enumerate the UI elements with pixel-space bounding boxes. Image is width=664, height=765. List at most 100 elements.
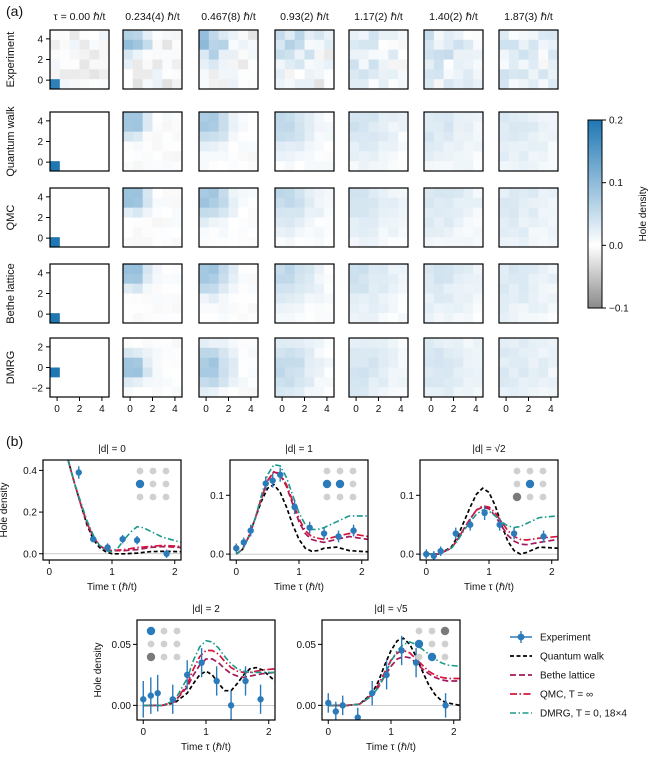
heatmap-frame — [348, 111, 409, 172]
heatmap-cell — [132, 347, 143, 358]
heatmap-cell — [142, 303, 153, 314]
heatmap-cell — [443, 161, 454, 172]
heatmap-cell — [518, 207, 529, 218]
heatmap-cell — [218, 112, 229, 123]
heatmap-cell — [50, 367, 61, 378]
heatmap-cell — [248, 112, 259, 123]
lattice-site — [146, 626, 156, 636]
heatmap-cell — [508, 161, 519, 172]
heatmap-cell — [132, 121, 143, 132]
heatmap-cell — [50, 357, 61, 368]
heatmap-cell — [453, 131, 464, 142]
heatmap-cell — [208, 207, 219, 218]
heatmap-cell — [69, 112, 80, 123]
heatmap-cell — [324, 227, 335, 238]
heatmap-cell — [518, 293, 529, 304]
heatmap-cell — [69, 217, 80, 228]
heatmap-cell — [528, 112, 539, 123]
series-qw — [426, 487, 558, 556]
heatmap-cell — [69, 39, 80, 50]
heatmap-cell — [172, 197, 183, 208]
heatmap-cell — [548, 387, 559, 398]
heatmap-cell — [162, 151, 173, 162]
heatmap-cell — [314, 121, 325, 132]
heatmap-cell — [304, 367, 315, 378]
heatmap-cell — [69, 367, 80, 378]
heatmap-cell — [518, 273, 529, 284]
heatmap-cell — [368, 303, 379, 314]
heatmap-cell — [294, 273, 305, 284]
heatmap-cell — [528, 30, 539, 41]
heatmap-cell — [388, 39, 399, 50]
heatmap-cell — [142, 387, 153, 398]
heatmap-cell — [228, 264, 239, 275]
heatmap-cell — [528, 39, 539, 50]
heatmap-cell — [314, 112, 325, 123]
heatmap-cell — [172, 30, 183, 41]
heatmap-frame — [498, 111, 559, 172]
heatmap-cell — [238, 141, 249, 152]
heatmap-cell — [99, 188, 110, 199]
heatmap-cell — [398, 387, 409, 398]
heatmap-cell — [499, 112, 510, 123]
heatmap-cell — [162, 273, 173, 284]
heatmap-cell — [433, 303, 444, 314]
heatmap-cell — [152, 188, 163, 199]
heatmap-bethe-lattice-t1 — [122, 263, 183, 324]
heatmap-cell — [248, 49, 259, 60]
heatmap-cell — [284, 151, 295, 162]
heatmap-dmrg-t3 — [274, 337, 335, 398]
heatmap-cell — [123, 39, 134, 50]
heatmap-cell — [443, 188, 454, 199]
heatmap-cell — [294, 161, 305, 172]
heatmap-cell — [238, 121, 249, 132]
heatmap-cell — [538, 387, 549, 398]
heatmap-cell — [123, 121, 134, 132]
heatmap-cell — [528, 59, 539, 70]
heatmap-frame — [122, 111, 183, 172]
legend-label: Bethe lattice — [540, 671, 595, 682]
heatmap-cell — [349, 217, 360, 228]
heatmap-cell — [142, 377, 153, 388]
heatmap-cell — [433, 264, 444, 275]
heatmap-cell — [473, 217, 484, 228]
series-qw — [143, 666, 275, 707]
heatmap-cell — [152, 293, 163, 304]
heatmap-cell — [548, 313, 559, 324]
heatmap-cell — [304, 69, 315, 80]
heatmap-cell — [79, 30, 90, 41]
series-group — [233, 463, 368, 555]
heatmap-cell — [275, 347, 286, 358]
heatmap-cell — [89, 293, 100, 304]
heatmap-cell — [424, 237, 435, 248]
heatmap-cell — [248, 264, 259, 275]
heatmap-cell — [89, 131, 100, 142]
heatmap-cell — [284, 217, 295, 228]
heatmap-cell — [69, 227, 80, 238]
xtick-label: 1 — [296, 567, 302, 578]
heatmap-cell — [132, 112, 143, 123]
heatmap-cell — [284, 377, 295, 388]
heatmap-cell — [172, 357, 183, 368]
heatmap-cell — [50, 141, 61, 152]
lattice-site — [162, 493, 170, 501]
heatmap-cell — [218, 227, 229, 238]
heatmap-cell — [218, 293, 229, 304]
heatmap-cell — [218, 387, 229, 398]
heatmap-cell — [473, 313, 484, 324]
heatmap-cell — [50, 59, 61, 70]
heatmap-cell — [349, 347, 360, 358]
heatmap-cell — [50, 264, 61, 275]
heatmap-cell — [378, 112, 389, 123]
lattice-site — [349, 467, 357, 475]
xtick-label: 2 — [172, 567, 178, 578]
series-qw — [328, 637, 460, 707]
heatmap-cell — [538, 69, 549, 80]
heatmap-cell — [79, 227, 90, 238]
experiment-point — [496, 521, 503, 528]
heatmap-cell — [284, 367, 295, 378]
heatmap-cell — [424, 227, 435, 238]
heatmap-cell — [538, 338, 549, 349]
heatmap-cell — [99, 313, 110, 324]
